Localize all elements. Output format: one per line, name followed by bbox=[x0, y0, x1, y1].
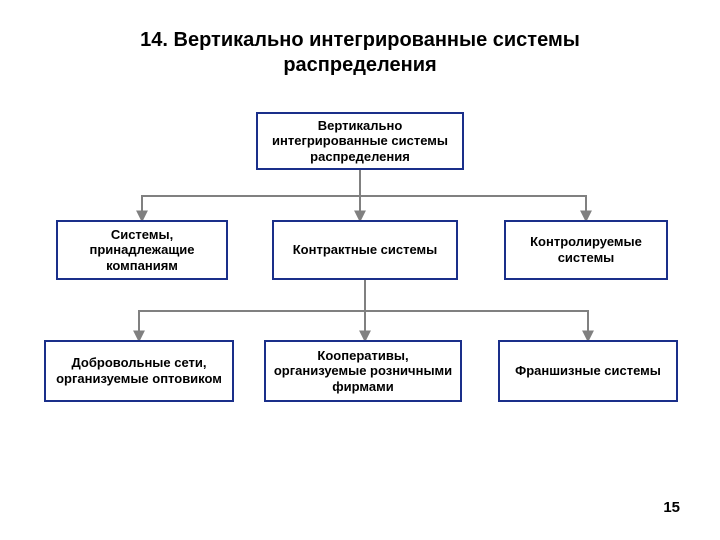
title-line1: 14. Вертикально интегрированные системы bbox=[140, 29, 580, 51]
node-volunt: Добровольные сети, организуемые оптовико… bbox=[44, 340, 234, 402]
edge-root-control bbox=[360, 170, 586, 220]
title-line2: распределения bbox=[283, 54, 436, 76]
slide-title: 14. Вертикально интегрированные системы … bbox=[0, 28, 720, 78]
edge-root-own bbox=[142, 170, 360, 220]
edge-contract-volunt bbox=[139, 280, 365, 340]
node-control: Контролируемые системы bbox=[504, 220, 668, 280]
page-number: 15 bbox=[663, 499, 680, 516]
edge-contract-franch bbox=[365, 280, 588, 340]
node-contract: Контрактные системы bbox=[272, 220, 458, 280]
node-franch: Франшизные системы bbox=[498, 340, 678, 402]
node-coop: Кооперативы, организуемые розничными фир… bbox=[264, 340, 462, 402]
node-own: Системы, принадлежащие компаниям bbox=[56, 220, 228, 280]
node-root: Вертикально интегрированные системы расп… bbox=[256, 112, 464, 170]
